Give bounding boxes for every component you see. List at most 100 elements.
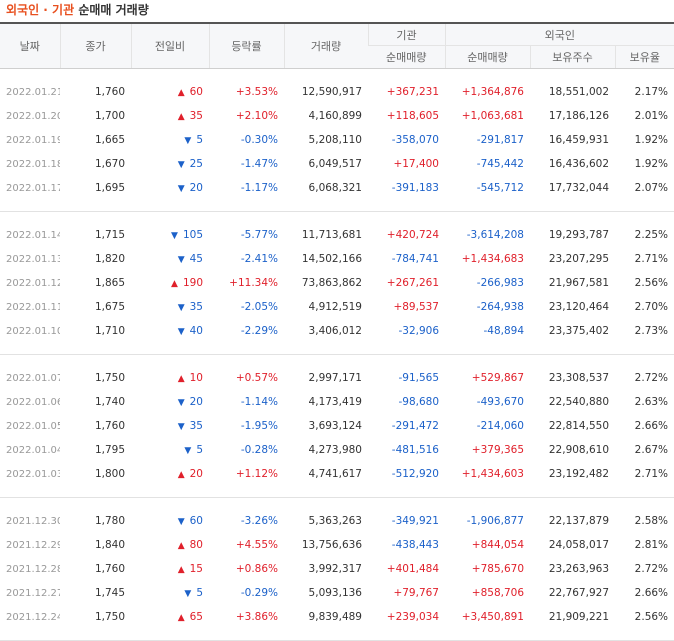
cell-foreign-net: -745,442 <box>476 158 524 170</box>
cell-foreign-net: +844,054 <box>471 539 524 551</box>
cell-foreign-net: -264,938 <box>476 301 524 313</box>
cell-volume: 2,997,171 <box>308 372 362 384</box>
cell-change: ▲ 20 <box>131 462 209 486</box>
cell-holdings: 22,908,610 <box>548 444 609 456</box>
cell-holding-ratio: 2.58% <box>634 515 669 527</box>
cell-change: ▼ 20 <box>131 390 209 414</box>
cell-change: ▼ 5 <box>131 128 209 152</box>
cell-volume: 6,068,321 <box>308 182 362 194</box>
cell-change: ▼ 35 <box>131 414 209 438</box>
cell-holdings: 22,814,550 <box>548 420 609 432</box>
change-value: 190 <box>182 277 203 289</box>
triangle-up-icon: ▲ <box>171 279 178 289</box>
cell-date: 2021.12.29 <box>6 539 60 551</box>
group-spacer <box>0 486 674 496</box>
cell-date: 2022.01.11 <box>6 301 60 313</box>
cell-rate: -2.41% <box>240 253 278 265</box>
cell-holdings: 18,551,002 <box>548 86 609 98</box>
cell-close: 1,820 <box>94 253 125 265</box>
cell-rate: -1.14% <box>240 396 278 408</box>
triangle-down-icon: ▼ <box>184 136 192 146</box>
table-row: 2022.01.04 1,795 ▼ 5 -0.28% 4,273,980 -481,516… <box>0 438 674 462</box>
cell-close: 1,750 <box>94 372 125 384</box>
change-value: 5 <box>196 444 203 456</box>
triangle-down-icon: ▼ <box>177 184 185 194</box>
cell-holdings: 22,767,927 <box>548 587 609 599</box>
table-row: 2021.12.27 1,745 ▼ 5 -0.29% 5,093,136 +79,767 +… <box>0 581 674 605</box>
cell-rate: +3.53% <box>235 86 278 98</box>
cell-holdings: 23,192,482 <box>548 468 609 480</box>
cell-date: 2021.12.24 <box>6 611 60 623</box>
cell-volume: 9,839,489 <box>308 611 362 623</box>
cell-institution-net: -438,443 <box>391 539 439 551</box>
cell-rate: -3.26% <box>240 515 278 527</box>
cell-foreign-net: +1,364,876 <box>461 86 524 98</box>
triangle-down-icon: ▼ <box>184 589 192 599</box>
cell-holding-ratio: 2.67% <box>634 444 669 456</box>
cell-change: ▼ 40 <box>131 319 209 343</box>
cell-rate: -1.95% <box>240 420 278 432</box>
header-holdings: 보유주수 <box>529 45 615 69</box>
table-row: 2022.01.13 1,820 ▼ 45 -2.41% 14,502,166 -784,7… <box>0 247 674 271</box>
cell-date: 2022.01.07 <box>6 372 60 384</box>
cell-foreign-net: +1,063,681 <box>461 110 524 122</box>
cell-institution-net: -358,070 <box>391 134 439 146</box>
cell-institution-net: -91,565 <box>398 372 439 384</box>
cell-institution-net: +79,767 <box>393 587 439 599</box>
table-row: 2021.12.30 1,780 ▼ 60 -3.26% 5,363,263 -349,92… <box>0 509 674 533</box>
cell-holdings: 17,186,126 <box>548 110 609 122</box>
cell-change: ▲ 35 <box>131 104 209 128</box>
change-value: 80 <box>189 539 203 551</box>
cell-volume: 4,160,899 <box>308 110 362 122</box>
cell-institution-net: -391,183 <box>391 182 439 194</box>
triangle-down-icon: ▼ <box>177 327 185 337</box>
cell-holdings: 24,058,017 <box>548 539 609 551</box>
group-spacer <box>0 200 674 210</box>
change-value: 60 <box>189 86 203 98</box>
cell-holding-ratio: 2.73% <box>634 325 669 337</box>
cell-institution-net: +118,605 <box>386 110 439 122</box>
cell-close: 1,700 <box>94 110 125 122</box>
cell-foreign-net: +1,434,683 <box>461 253 524 265</box>
cell-holdings: 23,375,402 <box>548 325 609 337</box>
cell-change: ▲ 15 <box>131 557 209 581</box>
cell-close: 1,740 <box>94 396 125 408</box>
cell-institution-net: -784,741 <box>391 253 439 265</box>
cell-rate: +3.86% <box>235 611 278 623</box>
change-value: 5 <box>196 587 203 599</box>
cell-rate: +11.34% <box>229 277 278 289</box>
cell-date: 2021.12.28 <box>6 563 60 575</box>
cell-institution-net: +367,231 <box>386 86 439 98</box>
cell-volume: 6,049,517 <box>308 158 362 170</box>
cell-holdings: 22,137,879 <box>548 515 609 527</box>
cell-foreign-net: -291,817 <box>476 134 524 146</box>
triangle-up-icon: ▲ <box>177 88 185 98</box>
cell-change: ▲ 190 <box>131 271 209 295</box>
cell-rate: +0.86% <box>235 563 278 575</box>
cell-institution-net: +420,724 <box>386 229 439 241</box>
cell-change: ▼ 20 <box>131 176 209 200</box>
header-foreign-net: 순매매량 <box>444 45 530 69</box>
section-title-highlight: 외국인 · 기관 <box>6 3 75 17</box>
cell-date: 2022.01.12 <box>6 277 60 289</box>
cell-date: 2022.01.04 <box>6 444 60 456</box>
cell-date: 2022.01.06 <box>6 396 60 408</box>
change-value: 10 <box>189 372 203 384</box>
section-title: 외국인 · 기관 순매매 거래량 <box>0 0 674 22</box>
cell-close: 1,795 <box>94 444 125 456</box>
cell-change: ▲ 80 <box>131 533 209 557</box>
cell-holdings: 23,120,464 <box>548 301 609 313</box>
cell-holding-ratio: 2.56% <box>634 277 669 289</box>
cell-change: ▼ 25 <box>131 152 209 176</box>
cell-foreign-net: -1,906,877 <box>466 515 524 527</box>
change-value: 60 <box>189 515 203 527</box>
change-value: 35 <box>189 301 203 313</box>
cell-volume: 4,273,980 <box>308 444 362 456</box>
triangle-up-icon: ▲ <box>177 374 185 384</box>
table-row: 2022.01.14 1,715 ▼ 105 -5.77% 11,713,681 +420,… <box>0 223 674 247</box>
cell-holdings: 17,732,044 <box>548 182 609 194</box>
cell-holdings: 21,967,581 <box>548 277 609 289</box>
cell-volume: 3,693,124 <box>308 420 362 432</box>
cell-institution-net: -98,680 <box>398 396 439 408</box>
cell-date: 2022.01.13 <box>6 253 60 265</box>
